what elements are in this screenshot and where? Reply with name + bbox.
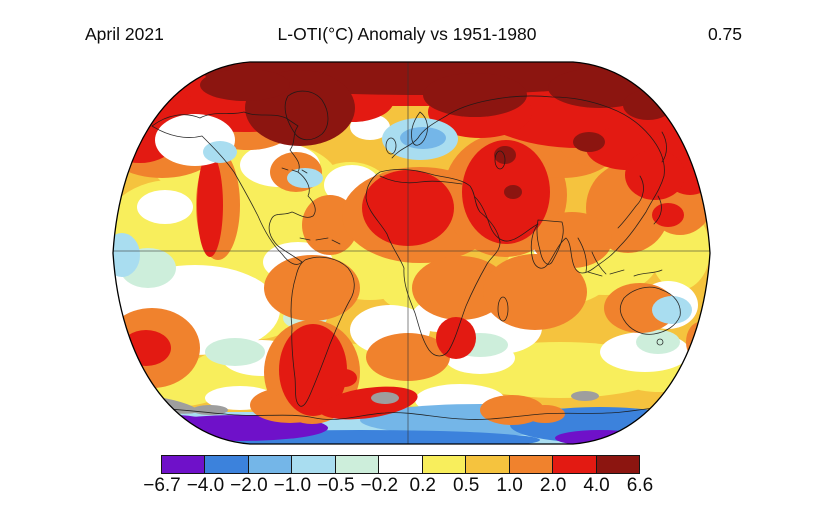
- colorbar-tick-label: −0.2: [360, 475, 399, 496]
- coast-scandinavia: [411, 111, 428, 146]
- coast-new-zealand: [698, 333, 706, 353]
- global-mean-value: 0.75: [707, 24, 742, 44]
- missing-data-patches: [118, 388, 710, 415]
- coast-greenland: [284, 90, 329, 141]
- colorbar-tick-label: 0.2: [409, 475, 436, 496]
- graticule: [113, 62, 710, 444]
- anomaly-field: [113, 62, 710, 444]
- colorbar-tick-label: 6.6: [626, 475, 654, 496]
- coast-tasmania: [656, 338, 664, 346]
- coast-africa: [365, 169, 501, 357]
- coastlines: [131, 90, 706, 420]
- colorbar-tick-label: −4.0: [186, 475, 225, 496]
- colorbar-tick-label: −1.0: [273, 475, 312, 496]
- colorbar-tick-label: −0.5: [317, 475, 355, 496]
- colorbar-segment: [552, 455, 597, 474]
- colorbar-segment: [161, 455, 206, 474]
- coast-indonesia: [587, 269, 663, 277]
- coast-east-asia: [617, 175, 644, 229]
- colorbar: [161, 455, 640, 474]
- colorbar-segment: [421, 455, 467, 474]
- colorbar-segment: [508, 455, 554, 474]
- map-date-label: April 2021: [85, 24, 164, 44]
- colorbar-segment: [465, 455, 510, 474]
- coast-mediterranean: [379, 175, 463, 185]
- coast-caspian: [494, 150, 506, 170]
- coast-south-america: [290, 256, 355, 407]
- colorbar-labels: −6.7 −4.0 −2.0 −1.0 −0.5 −0.2 0.2 0.5 1.0 2.0 4.0 6…: [143, 475, 653, 499]
- coast-caribbean: [299, 237, 341, 245]
- colorbar-tick-label: −2.0: [230, 475, 268, 496]
- coast-britain: [385, 137, 397, 155]
- coast-india: [536, 219, 564, 265]
- colorbar-tick-label: −6.7: [143, 475, 181, 496]
- colorbar-tick-label: 1.0: [496, 475, 523, 496]
- coast-kamchatka: [661, 131, 667, 163]
- colorbar-segment: [204, 455, 249, 474]
- coast-antarctica: [131, 397, 697, 420]
- coast-japan: [653, 195, 662, 225]
- colorbar-segment: [378, 455, 423, 474]
- coast-great-lakes: [281, 167, 308, 174]
- map-outline: [112, 61, 711, 445]
- map-title: L-OTI(°C) Anomaly vs 1951-1980: [277, 24, 537, 44]
- colorbar-tick-label: 2.0: [539, 475, 567, 496]
- colorbar-tick-label: 0.5: [452, 475, 480, 496]
- colorbar-segment: [334, 455, 380, 474]
- coast-north-america: [151, 111, 316, 265]
- coast-eurasia: [391, 95, 665, 274]
- coast-australia: [619, 286, 681, 335]
- coast-southeast-asia: [577, 237, 607, 275]
- colorbar-segment: [291, 455, 336, 474]
- colorbar-tick-label: 4.0: [583, 475, 610, 496]
- coast-madagascar: [497, 296, 509, 322]
- colorbar-segment: [595, 455, 640, 474]
- colorbar-segment: [247, 455, 293, 474]
